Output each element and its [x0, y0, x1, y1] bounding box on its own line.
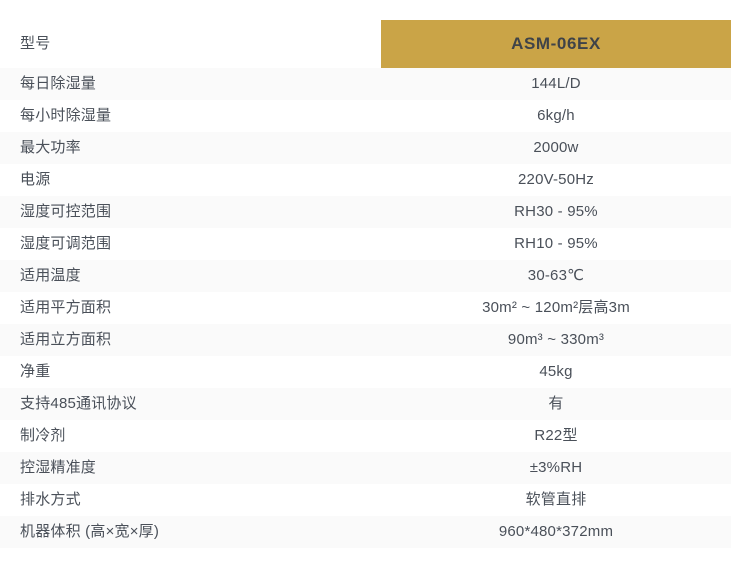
spec-label: 制冷剂 — [20, 427, 66, 444]
spec-value: 有 — [548, 395, 564, 412]
spec-label: 机器体积 (高×宽×厚) — [20, 523, 160, 540]
spec-label: 控湿精准度 — [20, 459, 97, 476]
table-row: 净重 45kg — [0, 356, 731, 388]
spec-value: 960*480*372mm — [498, 523, 614, 540]
table-rows-container: 每日除湿量 144L/D 每小时除湿量 6kg/h 最大功率 2000w 电源 220V-50… — [0, 68, 750, 548]
table-row: 湿度可控范围 RH30 - 95% — [0, 196, 731, 228]
spec-label-model: 型号 — [20, 35, 51, 52]
table-row: 制冷剂 R22型 — [0, 420, 731, 452]
spec-value: 30m² ~ 120m²层高3m — [482, 299, 630, 316]
spec-label: 适用温度 — [20, 267, 81, 284]
spec-label: 电源 — [20, 171, 51, 188]
table-row: 湿度可调范围 RH10 - 95% — [0, 228, 731, 260]
table-row: 支持485通讯协议 有 — [0, 388, 731, 420]
spec-value: 45kg — [539, 363, 573, 380]
spec-value: 144L/D — [531, 75, 581, 92]
table-header-row: 型号 ASM-06EX — [0, 20, 731, 68]
spec-label: 湿度可控范围 — [20, 203, 112, 220]
spec-label: 每小时除湿量 — [20, 107, 112, 124]
table-row: 控湿精准度 ±3%RH — [0, 452, 731, 484]
spec-label: 支持485通讯协议 — [20, 395, 137, 412]
spec-value: 2000w — [533, 139, 579, 156]
spec-label: 适用立方面积 — [20, 331, 112, 348]
table-row: 每日除湿量 144L/D — [0, 68, 731, 100]
table-row: 最大功率 2000w — [0, 132, 731, 164]
spec-value: 220V-50Hz — [517, 171, 595, 188]
spec-value: RH30 - 95% — [514, 203, 598, 220]
table-row: 机器体积 (高×宽×厚) 960*480*372mm — [0, 516, 731, 548]
table-row: 每小时除湿量 6kg/h — [0, 100, 731, 132]
spec-label: 每日除湿量 — [20, 75, 97, 92]
spec-label: 湿度可调范围 — [20, 235, 112, 252]
spec-value: 30-63℃ — [527, 267, 585, 284]
table-row: 适用立方面积 90m³ ~ 330m³ — [0, 324, 731, 356]
model-name-badge: ASM-06EX — [381, 20, 731, 68]
table-row: 电源 220V-50Hz — [0, 164, 731, 196]
table-row: 适用平方面积 30m² ~ 120m²层高3m — [0, 292, 731, 324]
spec-label: 净重 — [20, 363, 51, 380]
spec-label: 最大功率 — [20, 139, 81, 156]
spec-value: 6kg/h — [537, 107, 575, 124]
spec-value: RH10 - 95% — [514, 235, 598, 252]
spec-label: 排水方式 — [20, 491, 81, 508]
spec-value: 90m³ ~ 330m³ — [507, 331, 605, 348]
table-row: 排水方式 软管直排 — [0, 484, 731, 516]
table-row: 适用温度 30-63℃ — [0, 260, 731, 292]
spec-value: ±3%RH — [529, 459, 583, 476]
spec-value: 软管直排 — [525, 491, 587, 508]
spec-label: 适用平方面积 — [20, 299, 112, 316]
spec-value: R22型 — [534, 427, 578, 444]
